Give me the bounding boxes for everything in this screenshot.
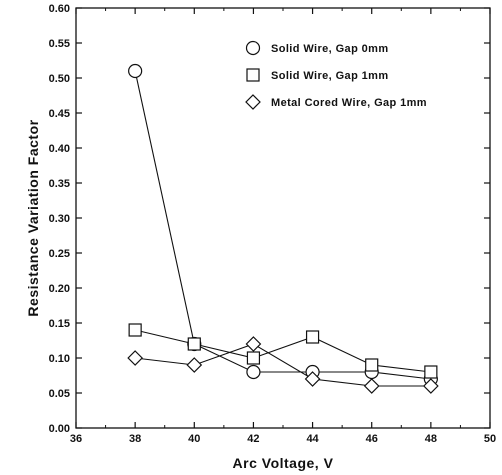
data-point-circle [246,364,261,380]
data-point-square [305,330,320,344]
data-point-diamond [363,378,380,394]
data-point-square [365,358,379,372]
y-tick-label: 0.00 [49,423,70,435]
legend-marker-diamond [245,94,261,110]
data-point-square [246,351,261,365]
series-circle [128,63,438,387]
data-point-diamond [304,371,321,387]
y-tick-label: 0.25 [49,248,70,260]
legend-item: Metal Cored Wire, Gap 1mm [245,94,427,110]
x-tick-label: 48 [425,433,437,445]
data-point-circle [128,63,143,79]
y-tick-label: 0.50 [49,73,70,85]
tick-labels: 36 38 40 42 44 46 48 50 0.00 0.05 0.10 0.15 0.20 0.25… [49,3,497,445]
data-point-diamond [245,336,262,352]
y-tick-label: 0.35 [49,178,70,190]
data-point-square [128,323,142,337]
y-tick-label: 0.60 [49,3,70,15]
series-line [135,329,431,373]
x-tick-label: 36 [70,433,82,445]
series-line [134,70,431,380]
x-axis-label: Arc Voltage, V [233,455,334,471]
data-point-square [187,337,201,351]
x-tick-label: 38 [129,433,141,445]
legend-label: Solid Wire, Gap 0mm [271,43,389,55]
y-tick-label: 0.15 [49,318,70,330]
series-square [128,323,438,379]
series-layer [127,63,439,394]
x-tick-label: 46 [366,433,378,445]
legend-marker-circle [245,40,261,56]
legend-label: Solid Wire, Gap 1mm [271,70,389,82]
legend-item: Solid Wire, Gap 0mm [245,40,389,56]
legend: Solid Wire, Gap 0mm Solid Wire, Gap 1mm Me… [245,40,427,110]
data-point-diamond [127,350,143,366]
x-tick-label: 50 [484,433,496,445]
y-tick-label: 0.20 [49,283,70,295]
y-tick-label: 0.55 [49,38,70,50]
data-point-square [424,365,438,379]
x-tick-label: 42 [247,433,259,445]
y-tick-label: 0.10 [49,353,70,365]
y-axis-label: Resistance Variation Factor [25,119,41,316]
series-line [135,343,431,387]
axis-ticks [75,7,491,429]
legend-marker-square [246,68,260,82]
legend-item: Solid Wire, Gap 1mm [246,68,389,82]
data-point-diamond [186,357,203,373]
x-tick-label: 44 [306,433,319,445]
y-tick-label: 0.30 [49,213,70,225]
data-point-diamond [423,378,439,394]
y-tick-label: 0.05 [49,388,70,400]
x-tick-label: 40 [188,433,200,445]
series-diamond [127,336,439,394]
legend-label: Metal Cored Wire, Gap 1mm [271,97,427,109]
y-tick-label: 0.45 [49,108,70,120]
y-tick-label: 0.40 [49,143,70,155]
